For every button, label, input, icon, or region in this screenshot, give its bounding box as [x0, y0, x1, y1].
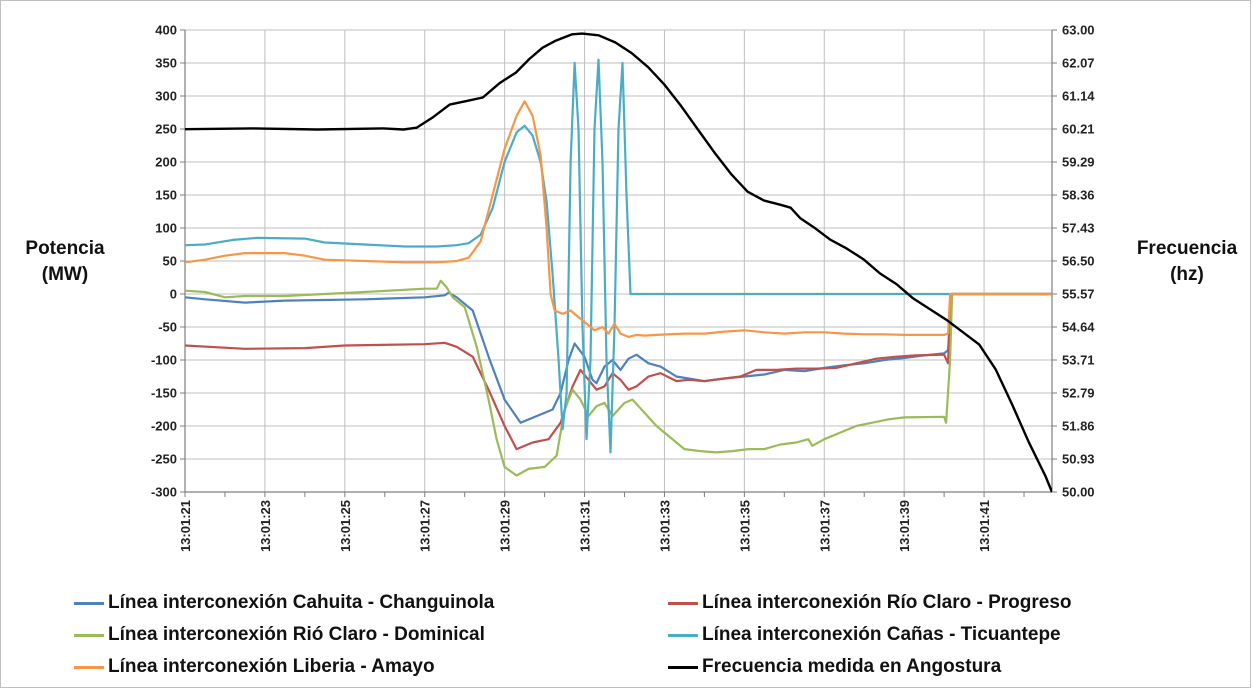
y-right-tick-label: 50.00 — [1062, 485, 1095, 500]
left-axis-title-line1: Potencia — [25, 238, 105, 259]
y-left-tick-label: 350 — [155, 56, 177, 71]
y-left-tick-label: 300 — [155, 89, 177, 104]
y-left-tick-label: 400 — [155, 23, 177, 38]
y-left-tick-label: 100 — [155, 221, 177, 236]
legend-item-rio-claro-dominical: Línea interconexión Rió Claro - Dominica… — [74, 620, 485, 650]
y-right-tick-label: 51.86 — [1062, 419, 1095, 434]
legend-label-rio-claro-dominical: Línea interconexión Rió Claro - Dominica… — [108, 624, 485, 645]
series-line-0 — [185, 291, 1052, 424]
x-tick-label: 13:01:25 — [338, 500, 353, 552]
y-left-tick-label: -100 — [151, 353, 177, 368]
y-left-tick-label: -300 — [151, 485, 177, 500]
axis-layer — [180, 29, 1057, 497]
right-axis-title-line2: (hz) — [1170, 264, 1204, 285]
legend-label-frecuencia-angostura: Frecuencia medida en Angostura — [702, 656, 1002, 677]
y-left-tick-label: 150 — [155, 188, 177, 203]
x-tick-label: 13:01:21 — [178, 500, 193, 552]
y-left-tick-label: -50 — [158, 320, 177, 335]
y-right-tick-label: 57.43 — [1062, 221, 1095, 236]
grid-layer — [184, 29, 1052, 493]
ticks-layer: 400 63.00 350 62.07 300 61.14 250 60.21 200 59.29… — [151, 23, 1095, 553]
y-right-tick-label: 62.07 — [1062, 56, 1095, 71]
y-left-tick-label: 50 — [163, 254, 177, 269]
y-right-tick-label: 52.79 — [1062, 386, 1095, 401]
series-line-4 — [185, 100, 1052, 338]
right-axis-title: Frecuencia (hz) — [1126, 236, 1248, 288]
y-left-tick-label: 200 — [155, 155, 177, 170]
x-tick-label: 13:01:37 — [817, 500, 832, 552]
left-axis-title-line2: (MW) — [41, 264, 89, 285]
x-tick-label: 13:01:27 — [418, 500, 433, 552]
series-line-1 — [185, 292, 1052, 451]
y-right-tick-label: 56.50 — [1062, 254, 1095, 269]
legend-swatch-canas-ticuantepe — [668, 633, 698, 637]
y-right-tick-label: 61.14 — [1062, 89, 1095, 104]
legend-label-rio-claro-progreso: Línea interconexión Río Claro - Progreso — [702, 592, 1072, 613]
right-axis-title-line1: Frecuencia — [1136, 238, 1238, 259]
legend-item-canas-ticuantepe: Línea interconexión Cañas - Ticuantepe — [668, 620, 1061, 650]
chart-legend: Línea interconexión Cahuita - Changuinol… — [70, 588, 1210, 684]
legend-swatch-liberia-amayo — [74, 665, 104, 669]
legend-swatch-rio-claro-dominical — [74, 633, 104, 637]
series-layer — [185, 32, 1052, 493]
legend-label-liberia-amayo: Línea interconexión Liberia - Amayo — [108, 656, 435, 677]
legend-label-cahuita: Línea interconexión Cahuita - Changuinol… — [108, 592, 495, 613]
y-left-tick-label: 0 — [170, 287, 177, 302]
x-tick-label: 13:01:31 — [578, 500, 593, 552]
y-left-tick-label: -250 — [151, 452, 177, 467]
x-tick-label: 13:01:23 — [258, 500, 273, 552]
y-right-tick-label: 55.57 — [1062, 287, 1095, 302]
y-left-tick-label: -150 — [151, 386, 177, 401]
y-right-tick-label: 59.29 — [1062, 155, 1095, 170]
y-left-tick-label: -200 — [151, 419, 177, 434]
series-line-5 — [185, 32, 1052, 493]
y-right-tick-label: 63.00 — [1062, 23, 1095, 38]
left-axis-title: Potencia (MW) — [10, 236, 120, 288]
x-tick-label: 13:01:35 — [737, 500, 752, 552]
legend-swatch-frecuencia-angostura — [668, 665, 698, 669]
y-right-tick-label: 50.93 — [1062, 452, 1095, 467]
y-right-tick-label: 54.64 — [1062, 320, 1095, 335]
legend-item-liberia-amayo: Línea interconexión Liberia - Amayo — [74, 652, 435, 682]
legend-item-frecuencia-angostura: Frecuencia medida en Angostura — [668, 652, 1001, 682]
x-tick-label: 13:01:29 — [498, 500, 513, 552]
legend-swatch-rio-claro-progreso — [668, 601, 698, 605]
x-tick-label: 13:01:33 — [657, 500, 672, 552]
y-right-tick-label: 53.71 — [1062, 353, 1095, 368]
y-right-tick-label: 60.21 — [1062, 122, 1095, 137]
series-line-3 — [185, 58, 1052, 454]
legend-item-cahuita: Línea interconexión Cahuita - Changuinol… — [74, 588, 494, 618]
y-left-tick-label: 250 — [155, 122, 177, 137]
x-tick-label: 13:01:39 — [897, 500, 912, 552]
legend-swatch-cahuita — [74, 601, 104, 605]
legend-label-canas-ticuantepe: Línea interconexión Cañas - Ticuantepe — [702, 624, 1061, 645]
x-tick-label: 13:01:41 — [977, 500, 992, 552]
legend-item-rio-claro-progreso: Línea interconexión Río Claro - Progreso — [668, 588, 1072, 618]
y-right-tick-label: 58.36 — [1062, 188, 1095, 203]
